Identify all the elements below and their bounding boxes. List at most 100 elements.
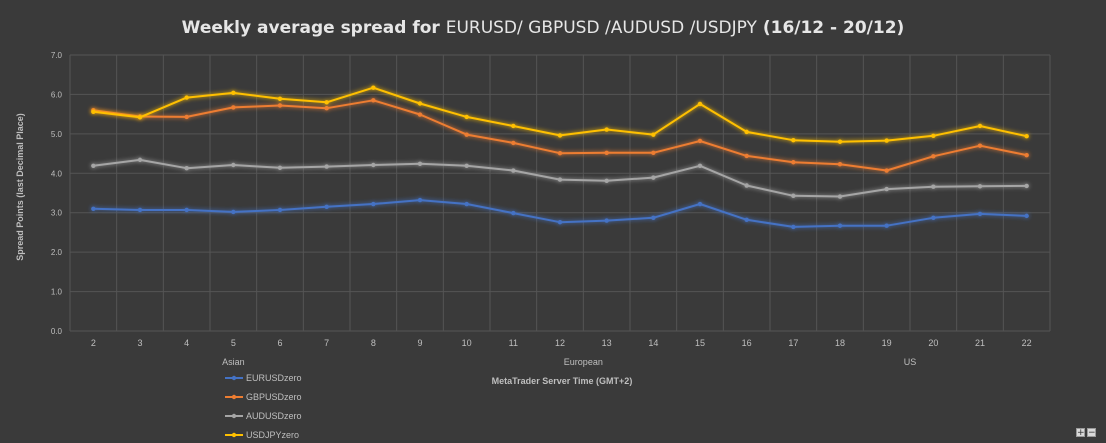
data-point	[1024, 183, 1029, 189]
data-point	[744, 217, 749, 223]
data-point	[417, 197, 423, 203]
x-tick-label: 9	[417, 338, 422, 348]
x-tick-label: 16	[742, 338, 752, 348]
data-point	[231, 209, 236, 215]
data-point	[931, 184, 936, 189]
legend-swatch-marker	[231, 394, 237, 400]
legend-item: AUDUSDzero	[225, 411, 302, 421]
data-point	[931, 133, 936, 139]
data-point	[277, 165, 283, 170]
data-point	[604, 127, 609, 132]
data-point	[277, 96, 283, 101]
legend-item: USDJPYzero	[225, 430, 299, 440]
data-point	[464, 163, 469, 168]
zoom-out-button[interactable]: −	[1087, 428, 1096, 438]
data-point	[324, 164, 329, 169]
x-tick-label: 14	[648, 338, 658, 348]
y-axis-tick-labels: 0.0 1.0 2.0 3.0 4.0 5.0 6.0 7.0	[51, 51, 63, 336]
data-point	[1024, 134, 1029, 139]
data-point	[137, 115, 143, 120]
data-point	[511, 123, 516, 129]
legend-item: GBPUSDzero	[225, 392, 302, 402]
chart-title: Weekly average spread for EURUSD/ GBPUSD…	[182, 18, 905, 38]
data-point	[324, 204, 329, 209]
data-point	[1024, 152, 1029, 158]
legend-item: EURUSDzero	[225, 373, 302, 383]
x-tick-label: 11	[509, 338, 518, 348]
data-point	[791, 160, 796, 165]
data-point	[697, 138, 703, 144]
data-point	[697, 201, 703, 207]
data-point	[931, 154, 936, 159]
y-tick-label: 3.0	[51, 209, 63, 218]
x-tick-label: 10	[462, 338, 472, 348]
x-tick-label: 18	[835, 338, 845, 348]
data-point	[324, 100, 329, 105]
data-point	[884, 138, 889, 143]
legend-label: GBPUSDzero	[246, 392, 302, 402]
data-point	[511, 210, 516, 216]
data-point	[557, 177, 563, 182]
session-label: European	[564, 357, 603, 367]
data-point	[884, 186, 889, 192]
data-point	[371, 162, 376, 168]
data-point	[231, 162, 236, 168]
data-point	[977, 123, 983, 129]
zoom-in-button[interactable]: +	[1076, 428, 1085, 438]
legend-label: AUDUSDzero	[246, 411, 302, 421]
y-tick-label: 5.0	[51, 130, 63, 139]
data-point	[604, 150, 609, 155]
legend-label: EURUSDzero	[246, 373, 302, 383]
x-tick-label: 20	[928, 338, 938, 348]
data-point	[744, 129, 749, 135]
chart-title-part3: (16/12 - 20/12)	[757, 18, 904, 38]
data-point	[91, 109, 96, 114]
y-tick-label: 7.0	[51, 51, 63, 60]
y-tick-label: 4.0	[51, 169, 63, 178]
x-tick-label: 21	[975, 338, 985, 348]
y-tick-label: 1.0	[51, 288, 63, 297]
x-tick-label: 13	[602, 338, 612, 348]
data-point	[1024, 213, 1029, 219]
x-tick-label: 19	[882, 338, 892, 348]
data-point	[184, 165, 189, 171]
chart-title-part1: Weekly average spread for	[182, 18, 446, 38]
data-point	[557, 150, 563, 156]
data-point	[651, 132, 656, 137]
series-lines	[91, 85, 1029, 230]
data-point	[837, 162, 843, 167]
data-point	[417, 161, 423, 167]
x-axis-title: MetaTrader Server Time (GMT+2)	[492, 376, 633, 386]
data-point	[137, 157, 143, 163]
data-point	[884, 168, 889, 173]
data-point	[791, 193, 796, 198]
data-point	[231, 105, 236, 110]
data-point	[511, 168, 516, 173]
gridlines	[69, 54, 1051, 332]
x-tick-label: 12	[555, 338, 565, 348]
legend-swatch-marker	[231, 375, 237, 381]
y-axis-title: Spread Points (last Decimal Place)	[15, 113, 25, 261]
session-label: US	[904, 357, 917, 367]
x-tick-label: 2	[91, 338, 96, 348]
data-point	[931, 215, 936, 221]
data-point	[557, 219, 563, 225]
data-point	[651, 175, 656, 180]
x-tick-label: 5	[231, 338, 236, 348]
data-point	[417, 112, 423, 117]
data-point	[651, 150, 656, 155]
data-point	[744, 183, 749, 188]
series-usdjpyzero	[91, 85, 1029, 144]
data-point	[604, 178, 609, 183]
x-tick-label: 8	[371, 338, 376, 348]
x-tick-label: 17	[788, 338, 798, 348]
data-point	[417, 101, 423, 106]
data-point	[371, 201, 376, 207]
data-point	[837, 194, 843, 199]
series-eurusdzero	[91, 197, 1029, 230]
data-point	[231, 90, 236, 96]
data-point	[791, 137, 796, 143]
data-point	[464, 132, 469, 137]
y-tick-label: 2.0	[51, 248, 63, 257]
legend-swatch-marker	[231, 432, 237, 438]
